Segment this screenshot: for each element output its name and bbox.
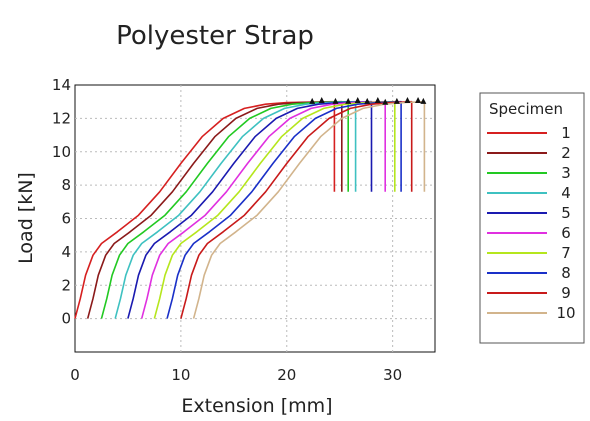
peak-marker — [420, 97, 427, 104]
peak-marker — [364, 97, 371, 104]
series-line-4 — [114, 100, 357, 319]
legend-label-8: 8 — [561, 264, 571, 282]
x-tick-label: 20 — [277, 366, 296, 384]
y-tick-label: 2 — [61, 276, 71, 294]
series-line-2 — [86, 100, 343, 319]
series-line-9 — [180, 100, 413, 319]
legend-title: Specimen — [489, 100, 563, 118]
y-tick-label: 6 — [61, 210, 71, 228]
legend-label-3: 3 — [561, 164, 571, 182]
legend-label-4: 4 — [561, 184, 571, 202]
legend-label-1: 1 — [561, 124, 571, 142]
series-line-6 — [140, 100, 387, 319]
peak-marker — [354, 97, 361, 104]
y-tick-label: 8 — [61, 176, 71, 194]
x-tick-label: 10 — [171, 366, 190, 384]
legend-label-10: 10 — [556, 304, 575, 322]
series-line-5 — [127, 100, 373, 319]
y-tick-label: 0 — [61, 310, 71, 328]
series-group — [74, 100, 426, 319]
series-line-7 — [153, 100, 396, 319]
x-tick-label: 0 — [70, 366, 80, 384]
y-tick-label: 10 — [52, 143, 71, 161]
y-tick-label: 4 — [61, 243, 71, 261]
x-tick-label: 30 — [383, 366, 402, 384]
legend-box — [479, 92, 585, 344]
peak-marker — [393, 97, 400, 104]
grid — [75, 85, 435, 352]
x-axis-ticks: 0 10 20 30 — [70, 366, 402, 384]
y-axis-label: Load [kN] — [15, 172, 37, 264]
y-tick-label: 12 — [52, 109, 71, 127]
legend-label-9: 9 — [561, 284, 571, 302]
peak-marker — [374, 97, 381, 104]
chart-title: Polyester Strap — [116, 21, 314, 51]
series-line-1 — [74, 100, 336, 319]
legend-label-5: 5 — [561, 204, 571, 222]
legend-items: 1 2 3 4 5 6 7 8 9 10 — [487, 124, 576, 322]
peak-marker — [309, 97, 316, 104]
peak-marker — [415, 97, 422, 104]
legend-label-6: 6 — [561, 224, 571, 242]
peak-markers — [309, 97, 427, 105]
peak-marker — [318, 97, 325, 104]
y-tick-label: 14 — [52, 76, 71, 94]
peak-marker — [404, 97, 411, 104]
legend: Specimen 1 2 3 4 5 6 7 8 9 10 — [479, 92, 585, 344]
series-line-3 — [100, 100, 350, 319]
plot-area — [74, 84, 436, 353]
legend-label-7: 7 — [561, 244, 571, 262]
peak-marker — [382, 98, 389, 105]
peak-marker — [345, 97, 352, 104]
x-axis-label: Extension [mm] — [181, 395, 332, 417]
legend-label-2: 2 — [561, 144, 571, 162]
y-axis-ticks: 0 2 4 6 8 10 12 14 — [52, 76, 71, 328]
peak-marker — [332, 97, 339, 104]
